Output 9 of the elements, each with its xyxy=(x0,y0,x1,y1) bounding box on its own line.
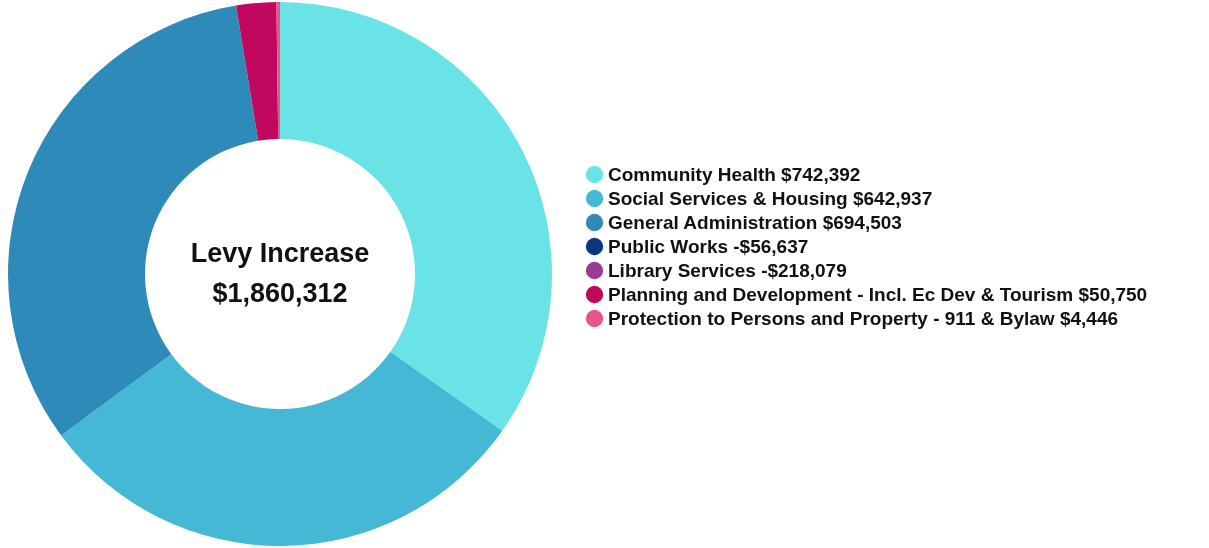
text: Levy Increase xyxy=(190,238,370,268)
legend-label: Planning and Development - Incl. Ec Dev & Tourism $50,750 xyxy=(608,283,1148,305)
legend-label: Community Health $742,392 xyxy=(608,163,861,185)
text: $1,860,312 xyxy=(212,278,348,308)
legend-label: Public Works -$56,637 xyxy=(608,235,809,257)
legend-label: Protection to Persons and Property - 911 & Bylaw $4,446 xyxy=(608,307,1119,329)
legend-label: Social Services & Housing $642,937 xyxy=(608,187,933,209)
legend-label: General Administration $694,503 xyxy=(608,211,902,233)
legend-label: Library Services -$218,079 xyxy=(608,259,847,281)
